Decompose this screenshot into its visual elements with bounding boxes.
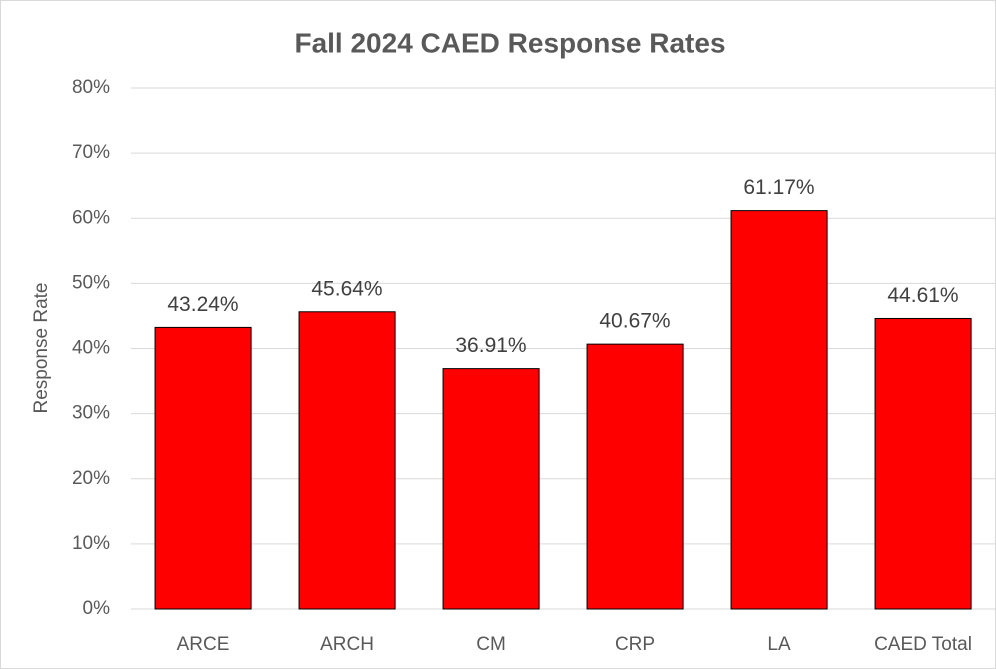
y-tick-label: 70%: [72, 142, 110, 163]
bar: [874, 317, 972, 610]
x-tick-label: CM: [476, 634, 506, 655]
data-label: 44.61%: [887, 284, 958, 307]
data-label: 61.17%: [743, 176, 814, 199]
data-label: 43.24%: [167, 293, 238, 316]
x-tick-label: CRP: [615, 634, 655, 655]
x-tick-label: ARCE: [177, 634, 230, 655]
y-axis-label: Response Rate: [31, 283, 52, 414]
bar: [730, 210, 828, 610]
x-tick-label: CAED Total: [874, 634, 972, 655]
y-tick-label: 40%: [72, 338, 110, 359]
data-label: 45.64%: [311, 277, 382, 300]
y-tick-label: 20%: [72, 468, 110, 489]
y-tick-label: 30%: [72, 403, 110, 424]
y-tick-label: 60%: [72, 207, 110, 228]
bar: [154, 326, 252, 610]
data-label: 40.67%: [599, 310, 670, 333]
x-tick-label: LA: [767, 634, 791, 655]
chart-title: Fall 2024 CAED Response Rates: [294, 27, 725, 58]
x-tick-label: ARCH: [320, 634, 374, 655]
bar: [298, 311, 396, 610]
y-tick-label: 10%: [72, 533, 110, 554]
y-tick-label: 50%: [72, 272, 110, 293]
bar: [586, 343, 684, 610]
bar: [442, 368, 540, 610]
y-tick-label: 80%: [72, 77, 110, 98]
data-label: 36.91%: [455, 334, 526, 357]
y-tick-label: 0%: [83, 598, 111, 619]
